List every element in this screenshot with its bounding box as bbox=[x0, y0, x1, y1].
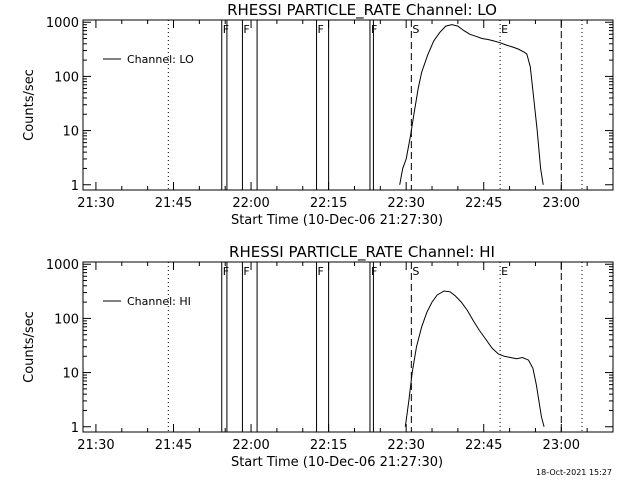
x-tick-label: 22:15 bbox=[310, 438, 347, 453]
start-marker-label: S bbox=[412, 23, 419, 36]
legend-label: Channel: HI bbox=[127, 295, 191, 308]
flare-marker-label: F bbox=[223, 23, 229, 36]
x-tick-label: 23:00 bbox=[543, 196, 580, 211]
x-axis-label: Start Time (10-Dec-06 21:27:30) bbox=[231, 213, 443, 228]
hi-channel-panel: RHESSI PARTICLE_RATE Channel: HI 1 10 100 10… bbox=[22, 243, 614, 470]
chart-title: RHESSI PARTICLE_RATE Channel: LO bbox=[227, 1, 497, 20]
legend-label: Channel: LO bbox=[127, 53, 194, 66]
y-tick-label: 10 bbox=[62, 125, 79, 140]
x-tick-label: 22:00 bbox=[232, 438, 269, 453]
y-tick-label: 1000 bbox=[46, 16, 79, 31]
x-tick-label: 21:45 bbox=[155, 438, 192, 453]
chart-title: RHESSI PARTICLE_RATE Channel: HI bbox=[229, 243, 495, 262]
plot-frame bbox=[82, 19, 614, 191]
y-tick-label: 10 bbox=[62, 367, 79, 382]
x-tick-label: 22:30 bbox=[387, 438, 424, 453]
plot-frame bbox=[82, 261, 614, 433]
end-marker-label: E bbox=[501, 23, 508, 36]
lo-channel-panel: RHESSI PARTICLE_RATE Channel: LO 1 10 100 10… bbox=[22, 1, 614, 228]
flare-marker-label: F bbox=[318, 23, 324, 36]
y-tick-label: 1 bbox=[71, 179, 79, 194]
series-line bbox=[404, 290, 545, 427]
x-tick-label: 22:15 bbox=[310, 196, 347, 211]
end-marker-label: E bbox=[501, 265, 508, 278]
x-tick-label: 22:45 bbox=[465, 438, 502, 453]
x-tick-label: 23:00 bbox=[543, 438, 580, 453]
x-tick-label: 21:30 bbox=[77, 438, 114, 453]
x-tick-label: 22:00 bbox=[232, 196, 269, 211]
x-tick-label: 22:45 bbox=[465, 196, 502, 211]
y-axis-label: Counts/sec bbox=[22, 69, 37, 141]
y-tick-label: 100 bbox=[54, 70, 79, 85]
flare-marker-label: F bbox=[243, 265, 249, 278]
series-line bbox=[399, 24, 544, 185]
flare-marker-label: F bbox=[371, 265, 377, 278]
y-axis-label: Counts/sec bbox=[22, 311, 37, 383]
y-tick-label: 1 bbox=[71, 421, 79, 436]
flare-marker-label: F bbox=[223, 265, 229, 278]
y-tick-label: 1000 bbox=[46, 258, 79, 273]
timestamp: 18-Oct-2021 15:27 bbox=[536, 468, 612, 477]
start-marker-label: S bbox=[412, 265, 419, 278]
x-tick-label: 21:30 bbox=[77, 196, 114, 211]
flare-marker-label: F bbox=[371, 23, 377, 36]
x-axis-label: Start Time (10-Dec-06 21:27:30) bbox=[231, 455, 443, 470]
flare-marker-label: F bbox=[318, 265, 324, 278]
x-tick-label: 22:30 bbox=[387, 196, 424, 211]
x-tick-label: 21:45 bbox=[155, 196, 192, 211]
y-tick-label: 100 bbox=[54, 312, 79, 327]
flare-marker-label: F bbox=[243, 23, 249, 36]
